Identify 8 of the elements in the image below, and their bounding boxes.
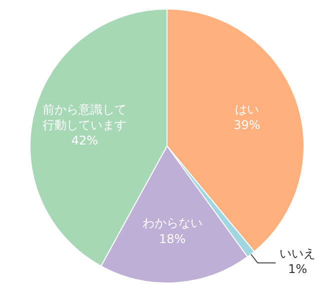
slice-label: わからない [142,216,202,230]
data-label: 39% [234,118,260,132]
data-label: 42% [71,134,98,148]
slice-label: はい [234,102,259,117]
slice-label: いいえ [280,246,316,260]
data-label: 1% [288,262,308,276]
slice-label: 前から意識して行動しています [42,102,127,132]
data-label: 18% [158,232,186,246]
